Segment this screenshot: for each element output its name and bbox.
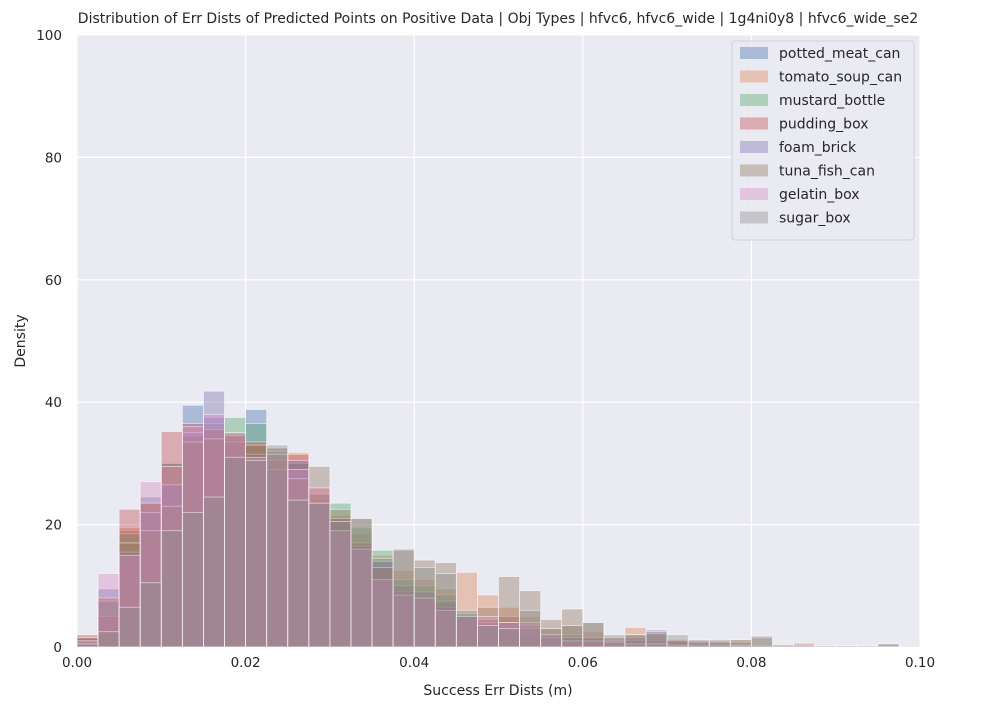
bar-sugar_box-0 — [76, 643, 99, 648]
y-axis-ticks: 0 20 40 60 80 100 — [36, 28, 62, 656]
bar-sugar_box-31 — [729, 639, 752, 648]
series-foam_brick — [76, 390, 921, 648]
x-tick-label: 0.06 — [568, 655, 598, 671]
legend-swatch-pudding_box — [740, 117, 768, 130]
bar-sugar_box-8 — [245, 459, 268, 648]
legend-label-gelatin_box: gelatin_box — [779, 187, 860, 203]
bar-sugar_box-3 — [139, 582, 162, 648]
y-tick-label: 80 — [45, 150, 62, 166]
bar-sugar_box-29 — [687, 640, 710, 648]
x-tick-label: 0.02 — [231, 655, 261, 671]
bar-sugar_box-5 — [181, 511, 204, 648]
legend-swatch-mustard_bottle — [740, 94, 768, 106]
legend-label-potted_meat_can: potted_meat_can — [779, 46, 900, 62]
series-gelatin_box — [76, 414, 921, 648]
series-pudding_box — [76, 423, 921, 648]
legend-swatch-tomato_soup_can — [740, 70, 768, 83]
y-tick-label: 20 — [45, 518, 62, 534]
bar-sugar_box-10 — [287, 499, 310, 648]
x-tick-label: 0.04 — [399, 655, 429, 671]
legend-swatch-potted_meat_can — [740, 47, 768, 59]
legend-label-tuna_fish_can: tuna_fish_can — [779, 164, 875, 180]
series-mustard_bottle — [76, 417, 921, 648]
series-potted_meat_can — [76, 404, 921, 648]
bar-sugar_box-16 — [413, 567, 436, 648]
chart-title: Distribution of Err Dists of Predicted P… — [78, 11, 918, 27]
bar-sugar_box-33 — [772, 644, 794, 648]
legend-swatch-foam_brick — [740, 141, 768, 153]
bar-sugar_box-11 — [308, 502, 331, 648]
x-axis-ticks: 0.00 0.02 0.04 0.06 0.08 0.10 — [62, 655, 935, 671]
bar-sugar_box-30 — [708, 639, 731, 648]
legend-label-foam_brick: foam_brick — [779, 140, 857, 156]
y-tick-label: 40 — [45, 395, 62, 411]
bar-sugar_box-28 — [666, 634, 689, 648]
bar-sugar_box-4 — [160, 530, 183, 648]
series-sugar_box — [76, 444, 921, 648]
bar-sugar_box-23 — [561, 625, 584, 648]
bar-sugar_box-21 — [519, 609, 542, 648]
bar-sugar_box-36 — [835, 645, 858, 648]
bar-sugar_box-27 — [645, 631, 668, 648]
legend-swatch-tuna_fish_can — [740, 164, 768, 177]
histogram-bars — [76, 390, 921, 648]
legend-label-sugar_box: sugar_box — [779, 211, 851, 227]
bar-sugar_box-34 — [793, 644, 816, 648]
bar-sugar_box-32 — [751, 635, 773, 648]
x-tick-label: 0.08 — [736, 655, 766, 671]
bar-sugar_box-7 — [224, 456, 246, 648]
legend: potted_meat_can tomato_soup_can mustard_bo… — [731, 40, 915, 241]
bar-sugar_box-37 — [856, 645, 879, 648]
bar-sugar_box-9 — [266, 444, 289, 648]
bar-sugar_box-25 — [603, 634, 626, 648]
legend-label-pudding_box: pudding_box — [779, 117, 869, 133]
x-axis-label: Success Err Dists (m) — [423, 683, 572, 699]
bar-sugar_box-39 — [898, 645, 921, 648]
legend-box — [731, 40, 915, 241]
bar-sugar_box-14 — [371, 557, 394, 648]
bar-sugar_box-24 — [582, 622, 605, 648]
bar-sugar_box-22 — [540, 628, 563, 648]
bar-sugar_box-18 — [455, 609, 478, 648]
bar-sugar_box-12 — [329, 521, 352, 648]
bar-sugar_box-19 — [477, 625, 499, 648]
y-axis-label: Density — [13, 314, 29, 367]
bar-sugar_box-20 — [498, 628, 520, 648]
legend-label-tomato_soup_can: tomato_soup_can — [779, 70, 902, 86]
bar-sugar_box-38 — [877, 643, 900, 648]
y-tick-label: 0 — [53, 640, 62, 656]
bar-sugar_box-35 — [814, 645, 837, 648]
x-tick-label: 0.00 — [62, 655, 92, 671]
legend-swatch-sugar_box — [740, 211, 768, 224]
bar-sugar_box-6 — [203, 496, 225, 648]
bar-sugar_box-1 — [97, 631, 120, 648]
legend-label-mustard_bottle: mustard_bottle — [779, 93, 885, 109]
bar-sugar_box-15 — [392, 548, 415, 648]
bar-sugar_box-26 — [624, 634, 647, 648]
series-tomato_soup_can — [76, 429, 921, 648]
bar-sugar_box-13 — [350, 518, 373, 648]
bar-sugar_box-17 — [434, 573, 457, 648]
y-tick-label: 60 — [45, 273, 62, 289]
y-tick-label: 100 — [36, 28, 62, 44]
legend-swatch-gelatin_box — [740, 188, 768, 200]
x-tick-label: 0.10 — [905, 655, 935, 671]
bar-sugar_box-2 — [118, 606, 141, 648]
